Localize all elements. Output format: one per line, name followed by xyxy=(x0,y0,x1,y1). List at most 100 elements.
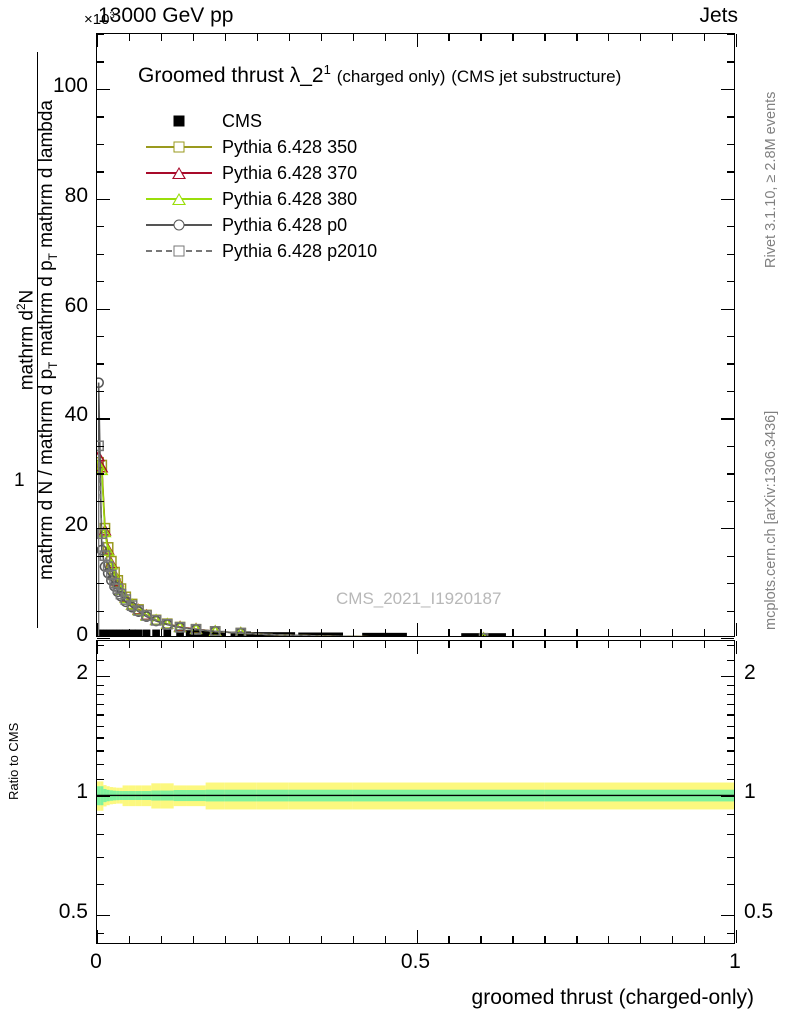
axis-tick xyxy=(704,936,706,943)
axis-tick xyxy=(727,644,734,646)
axis-tick xyxy=(721,675,734,678)
axis-tick xyxy=(97,61,104,63)
axis-tick xyxy=(727,61,734,63)
x-tick-label-1: 0.5 xyxy=(400,950,431,973)
legend-label-0: CMS xyxy=(222,110,262,131)
cms-data-point xyxy=(142,629,151,636)
axis-tick xyxy=(727,737,734,739)
legend-symbol-open-triangle-icon xyxy=(172,167,186,179)
axis-tick xyxy=(512,629,514,636)
axis-tick xyxy=(448,936,450,943)
series-pythia-6-428-350 xyxy=(97,456,489,636)
y-tick-label-1: 20 xyxy=(64,513,88,537)
legend-item-1[interactable]: Pythia 6.428 350 xyxy=(146,134,377,160)
axis-tick xyxy=(727,750,734,752)
ratio-tick-label-right-1: 1 xyxy=(744,780,756,804)
data-marker xyxy=(102,561,114,572)
axis-tick xyxy=(320,641,322,648)
axis-tick xyxy=(352,936,354,943)
ratio-plot-panel xyxy=(96,640,738,944)
axis-tick xyxy=(160,936,163,943)
axis-tick xyxy=(97,764,104,766)
axis-tick xyxy=(448,34,450,41)
data-marker xyxy=(478,632,489,636)
axis-tick xyxy=(97,555,104,557)
data-marker xyxy=(120,594,132,605)
cms-data-point xyxy=(134,629,143,636)
axis-tick xyxy=(480,629,482,636)
axis-tick xyxy=(352,629,354,636)
ratio-tick-label-left-2: 2 xyxy=(76,660,88,684)
legend-marker-0 xyxy=(146,108,212,134)
axis-tick xyxy=(97,363,104,365)
axis-tick xyxy=(288,34,290,41)
axis-tick xyxy=(727,833,734,836)
y-axis-one-numerator: 1 xyxy=(14,470,25,491)
axis-tick xyxy=(727,933,734,935)
axis-tick xyxy=(97,833,104,836)
axis-tick xyxy=(224,629,227,636)
axis-tick xyxy=(512,641,514,648)
cms-data-point xyxy=(163,629,172,636)
axis-tick xyxy=(512,936,514,943)
axis-tick xyxy=(727,684,734,687)
y-tick-label-4: 80 xyxy=(64,183,88,207)
axis-tick xyxy=(384,641,386,648)
axis-tick xyxy=(97,116,104,118)
axis-tick xyxy=(97,583,104,585)
axis-tick xyxy=(448,641,450,648)
axis-tick xyxy=(97,659,104,661)
legend-item-4[interactable]: Pythia 6.428 p0 xyxy=(146,212,377,238)
axis-tick xyxy=(352,34,354,41)
legend-item-2[interactable]: Pythia 6.428 370 xyxy=(146,160,377,186)
data-marker xyxy=(97,544,108,556)
axis-tick xyxy=(448,629,450,636)
cms-data-point xyxy=(204,630,226,636)
main-plot-panel xyxy=(96,33,738,640)
axis-tick xyxy=(97,308,110,310)
axis-tick xyxy=(128,936,131,943)
legend-item-5[interactable]: Pythia 6.428 p2010 xyxy=(146,238,377,264)
axis-tick xyxy=(97,34,104,36)
data-marker xyxy=(98,525,112,538)
axis-tick xyxy=(544,629,546,636)
legend-item-3[interactable]: Pythia 6.428 380 xyxy=(146,186,377,212)
data-marker xyxy=(112,583,124,594)
axis-tick xyxy=(256,936,259,943)
axis-tick xyxy=(97,813,104,815)
legend-symbol-open-triangle-icon xyxy=(172,193,186,205)
mcplots-source-label: mcplots.cern.ch [arXiv:1306.3436] xyxy=(763,410,779,630)
beam-energy-label: 13000 GeV pp xyxy=(98,4,234,27)
legend-item-0[interactable]: CMS xyxy=(146,108,377,134)
axis-tick xyxy=(416,623,418,636)
ratio-tick-label-left-0: 0.5 xyxy=(58,899,88,923)
axis-tick xyxy=(721,198,734,201)
series-line xyxy=(97,464,371,636)
data-marker xyxy=(235,627,247,636)
series-line xyxy=(98,461,371,636)
axis-tick xyxy=(727,694,734,696)
axis-tick xyxy=(608,34,610,41)
data-marker xyxy=(109,577,120,589)
axis-tick xyxy=(727,500,734,503)
axis-tick xyxy=(97,914,110,917)
axis-tick xyxy=(672,34,674,41)
axis-tick xyxy=(512,34,514,41)
axis-tick xyxy=(384,34,386,41)
axis-tick xyxy=(97,641,99,654)
legend-label-2: Pythia 6.428 370 xyxy=(222,162,358,183)
axis-tick xyxy=(97,714,104,716)
axis-tick xyxy=(97,34,99,47)
ratio-tick-label-right-0: 0.5 xyxy=(744,899,774,923)
axis-tick xyxy=(97,88,110,91)
axis-tick xyxy=(727,583,734,585)
axis-tick xyxy=(727,610,734,612)
collection-label: Jets xyxy=(699,4,738,27)
axis-tick xyxy=(128,641,131,648)
axis-tick xyxy=(256,629,259,636)
legend-marker-4 xyxy=(146,212,212,238)
legend-label-1: Pythia 6.428 350 xyxy=(222,136,358,157)
axis-tick xyxy=(721,418,734,420)
axis-tick xyxy=(97,171,104,173)
axis-tick xyxy=(192,34,195,41)
